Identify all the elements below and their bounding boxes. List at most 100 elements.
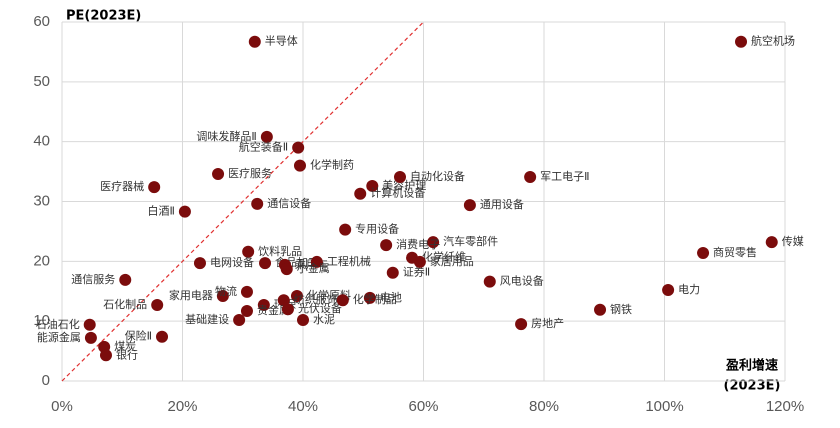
reference-line [61, 21, 424, 382]
point-label: 能源金属 [37, 330, 81, 344]
point-label: 石油石化 [36, 317, 80, 331]
point [259, 257, 272, 270]
point-label: 化学纤维 [422, 250, 466, 264]
point [242, 245, 255, 258]
x-tick-label: 120% [766, 398, 804, 415]
point-label: 传媒 [782, 235, 804, 248]
point-label: 饮料乳品 [258, 244, 302, 258]
y-tick-label: 30 [33, 192, 50, 209]
x-tick-label: 80% [529, 398, 559, 415]
point-label: 小金属 [297, 261, 330, 275]
point [290, 290, 303, 303]
point-label: 纺织服饰 [294, 292, 338, 306]
point [156, 330, 169, 343]
point-label: 电网设备 [210, 255, 254, 269]
point [280, 263, 293, 276]
point [119, 273, 132, 286]
point-label: 工程机械 [327, 254, 371, 268]
point [515, 318, 528, 331]
point-label: 通信服务 [71, 273, 115, 286]
point-label: 通信设备 [267, 196, 311, 210]
point-label: 医疗器械 [100, 179, 144, 193]
y-tick-label: 50 [33, 73, 50, 90]
point [148, 181, 161, 194]
point [363, 291, 376, 304]
point-label: 房地产 [531, 316, 564, 330]
point [297, 313, 309, 326]
point [257, 299, 270, 312]
point-label: 证券Ⅱ [403, 265, 430, 279]
y-tick-label: 10 [33, 312, 50, 329]
point-label: 风电设备 [500, 274, 544, 288]
point [594, 303, 607, 316]
point [427, 236, 440, 249]
point-label: 化学制药 [310, 158, 354, 172]
point-label: 医疗服务 [228, 166, 272, 180]
x-tick-label: 0% [51, 398, 73, 415]
point-label: 电力 [678, 283, 700, 296]
point [277, 294, 290, 307]
point-label: 银行 [116, 347, 138, 361]
point-label: 基础建设 [185, 312, 229, 326]
point-label: 通用设备 [480, 197, 524, 211]
point [216, 290, 229, 303]
point [99, 349, 112, 362]
point [336, 294, 349, 307]
point-label: 计算机设备 [370, 186, 425, 200]
point [293, 159, 306, 172]
point-label: 航空装备Ⅱ [239, 140, 288, 154]
x-tick-label: 60% [408, 398, 438, 415]
point-label: 贵金属 [257, 303, 290, 317]
y-tick-label: 20 [33, 252, 50, 269]
point-label: 航空机场 [751, 34, 795, 48]
point-label: 物流 [215, 284, 237, 298]
point-label: 自动化设备 [410, 169, 465, 183]
point [463, 199, 476, 212]
y-tick-label: 60 [33, 13, 50, 30]
point-label: 钢铁 [610, 303, 632, 316]
point [386, 266, 399, 279]
point-label: 化学制品 [353, 292, 397, 306]
point [394, 170, 407, 183]
point [251, 197, 264, 210]
point-label: 专用设备 [355, 222, 399, 236]
point [413, 255, 426, 268]
point-label: 石化制品 [103, 297, 147, 311]
point [380, 239, 393, 252]
point [193, 257, 206, 270]
point-label: 保险Ⅱ [125, 329, 152, 343]
point [240, 285, 253, 298]
point-label: 白酒Ⅱ [147, 204, 174, 218]
point [178, 205, 191, 218]
point-label: 家用电器 [169, 288, 213, 302]
point-label: 煤炭 [114, 340, 136, 353]
point-label: 调味发酵品Ⅱ [196, 129, 256, 143]
point [735, 35, 748, 48]
point [354, 187, 367, 200]
point [281, 303, 294, 316]
point-label: 消费电子 [396, 237, 440, 251]
point [83, 318, 96, 331]
point-label: 汽车零部件 [443, 234, 498, 248]
point [292, 141, 305, 154]
x-axis-subtitle: (2023E) [724, 379, 781, 394]
point-label: 半导体 [265, 34, 298, 48]
point [240, 304, 253, 317]
point-label: 军工电子Ⅱ [540, 170, 589, 183]
point [151, 299, 164, 312]
point-label: 商贸零售 [713, 245, 757, 259]
point [310, 255, 323, 268]
point [483, 275, 496, 288]
point [84, 331, 97, 344]
point [260, 130, 273, 143]
point-label: 水泥 [313, 313, 335, 326]
x-tick-label: 20% [167, 398, 197, 415]
point-label: 美容护理 [382, 178, 426, 192]
x-tick-label: 40% [288, 398, 318, 415]
point [662, 284, 675, 297]
point [697, 246, 710, 259]
point [765, 236, 778, 249]
y-axis-title: PE(2023E) [66, 9, 141, 24]
x-axis-title: 盈利增速 [725, 358, 778, 374]
point [233, 313, 246, 326]
